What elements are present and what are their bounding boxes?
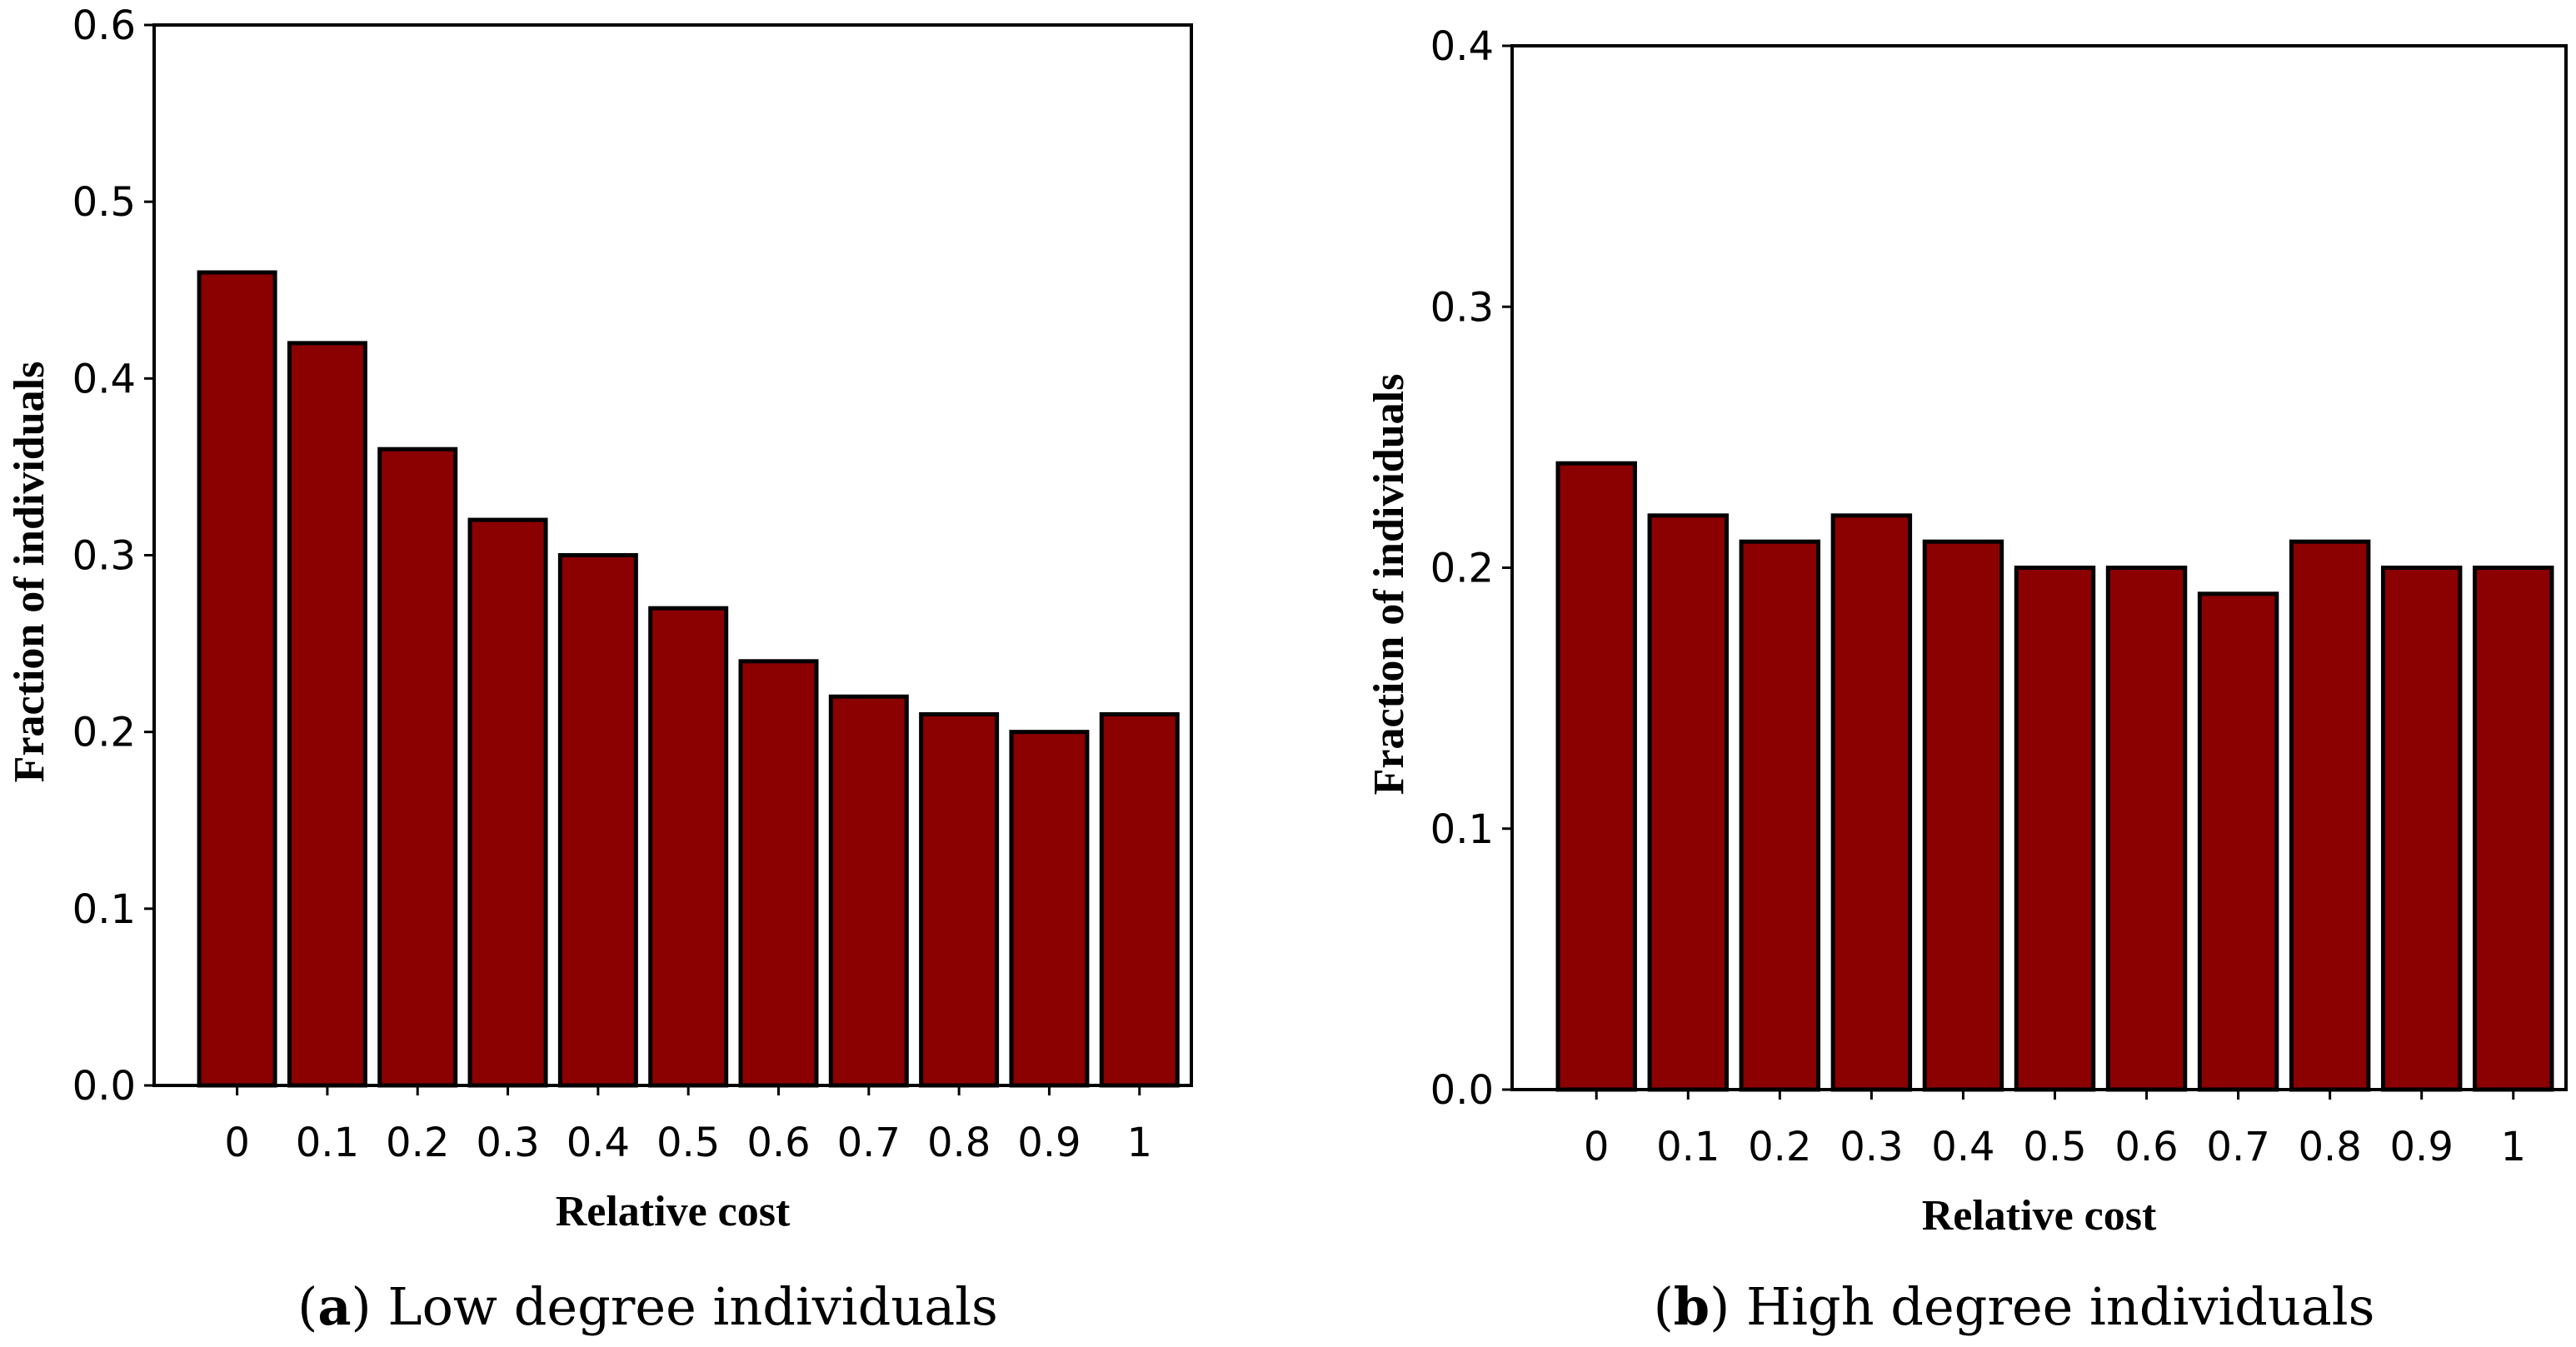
y-tick-label: 0.4 (1430, 23, 1494, 70)
bar-0.6 (2105, 566, 2188, 1092)
y-tick-label: 0.2 (1430, 546, 1494, 592)
y-tick-label: 0.5 (72, 179, 136, 226)
x-tick-label: 0.3 (476, 1120, 539, 1166)
bar-1 (1099, 711, 1180, 1088)
x-tick-label: 0.2 (386, 1120, 449, 1166)
bar-0.6 (738, 659, 819, 1088)
bar-0.2 (1739, 539, 1821, 1092)
x-tick-label: 0.9 (2390, 1124, 2454, 1170)
bar-1 (2473, 566, 2554, 1092)
x-axis-label: Relative cost (1922, 1192, 2157, 1240)
x-tick-label: 0.5 (656, 1120, 720, 1166)
bar-0.4 (1922, 539, 2004, 1092)
caption-paren-close: ) (352, 1276, 388, 1337)
x-tick-label: 0.6 (2114, 1124, 2178, 1170)
x-tick-label: 0.6 (746, 1120, 810, 1166)
bar-0 (1555, 461, 1637, 1092)
x-tick-label: 0.7 (837, 1120, 901, 1166)
caption-paren-close: ) (1710, 1276, 1746, 1337)
y-tick-label: 0.0 (72, 1063, 136, 1110)
panel-caption: (b) High degree individuals (1654, 1276, 2375, 1337)
x-tick-label: 0 (1584, 1124, 1610, 1170)
x-tick-label: 0.8 (2298, 1124, 2361, 1170)
caption-letter: a (317, 1276, 351, 1337)
panel-caption: (a) Low degree individuals (297, 1276, 998, 1337)
bar-0.9 (1009, 730, 1090, 1088)
bar-0.1 (287, 341, 367, 1088)
y-tick-label: 0.1 (1430, 806, 1494, 853)
y-tick-label: 0.6 (72, 2, 136, 49)
caption-text: Low degree individuals (387, 1276, 997, 1337)
y-axis-label: Fraction of individuals (1365, 374, 1413, 796)
bar-0.2 (377, 447, 458, 1088)
bar-0.5 (648, 606, 729, 1088)
y-tick-label: 0.1 (72, 886, 136, 933)
bar-0.3 (1830, 513, 1913, 1092)
y-tick-label: 0.0 (1430, 1067, 1494, 1114)
y-tick-label: 0.3 (72, 533, 136, 580)
bar-0.9 (2380, 566, 2463, 1092)
y-axis-label: Fraction of individuals (6, 362, 53, 783)
bar-0 (197, 270, 277, 1088)
caption-paren-open: ( (1654, 1276, 1674, 1337)
bar-0.8 (2289, 539, 2371, 1092)
x-tick-label: 0.5 (2023, 1124, 2086, 1170)
bar-0.7 (828, 694, 909, 1088)
panel-a-low-degree: 0.0 0.1 0.2 0.3 0.4 0.5 0.6 0 0.1 0.2 0.3 0.4 0.5 0.6… (6, 2, 1193, 1337)
x-tick-label: 0 (224, 1120, 250, 1166)
bar-0.7 (2197, 591, 2279, 1092)
x-tick-label: 0.1 (296, 1120, 359, 1166)
x-tick-label: 1 (2500, 1124, 2526, 1170)
x-tick-label: 0.8 (927, 1120, 991, 1166)
y-tick-label: 0.3 (1430, 284, 1494, 331)
x-tick-label: 1 (1126, 1120, 1152, 1166)
bar-0.5 (2014, 566, 2096, 1092)
y-tick-label: 0.2 (72, 710, 136, 756)
panel-b-high-degree: 0.0 0.1 0.2 0.3 0.4 0 0.1 0.2 0.3 0.4 0.5 0.6 0.7 0.8… (1365, 23, 2568, 1337)
x-axis-label: Relative cost (556, 1188, 791, 1235)
bar-0.8 (919, 711, 1000, 1088)
caption-text: High degree individuals (1746, 1276, 2374, 1337)
x-tick-label: 0.3 (1840, 1124, 1903, 1170)
y-tick-label: 0.4 (72, 356, 136, 402)
caption-paren-open: ( (297, 1276, 317, 1337)
x-tick-label: 0.1 (1656, 1124, 1720, 1170)
x-tick-label: 0.9 (1017, 1120, 1081, 1166)
x-tick-label: 0.4 (1931, 1124, 1994, 1170)
x-tick-label: 0.7 (2206, 1124, 2269, 1170)
x-tick-label: 0.4 (567, 1120, 630, 1166)
x-tick-label: 0.2 (1748, 1124, 1811, 1170)
bar-0.3 (467, 517, 548, 1088)
bar-0.4 (557, 553, 638, 1088)
bar-0.1 (1647, 513, 1729, 1092)
caption-letter: b (1674, 1276, 1710, 1337)
